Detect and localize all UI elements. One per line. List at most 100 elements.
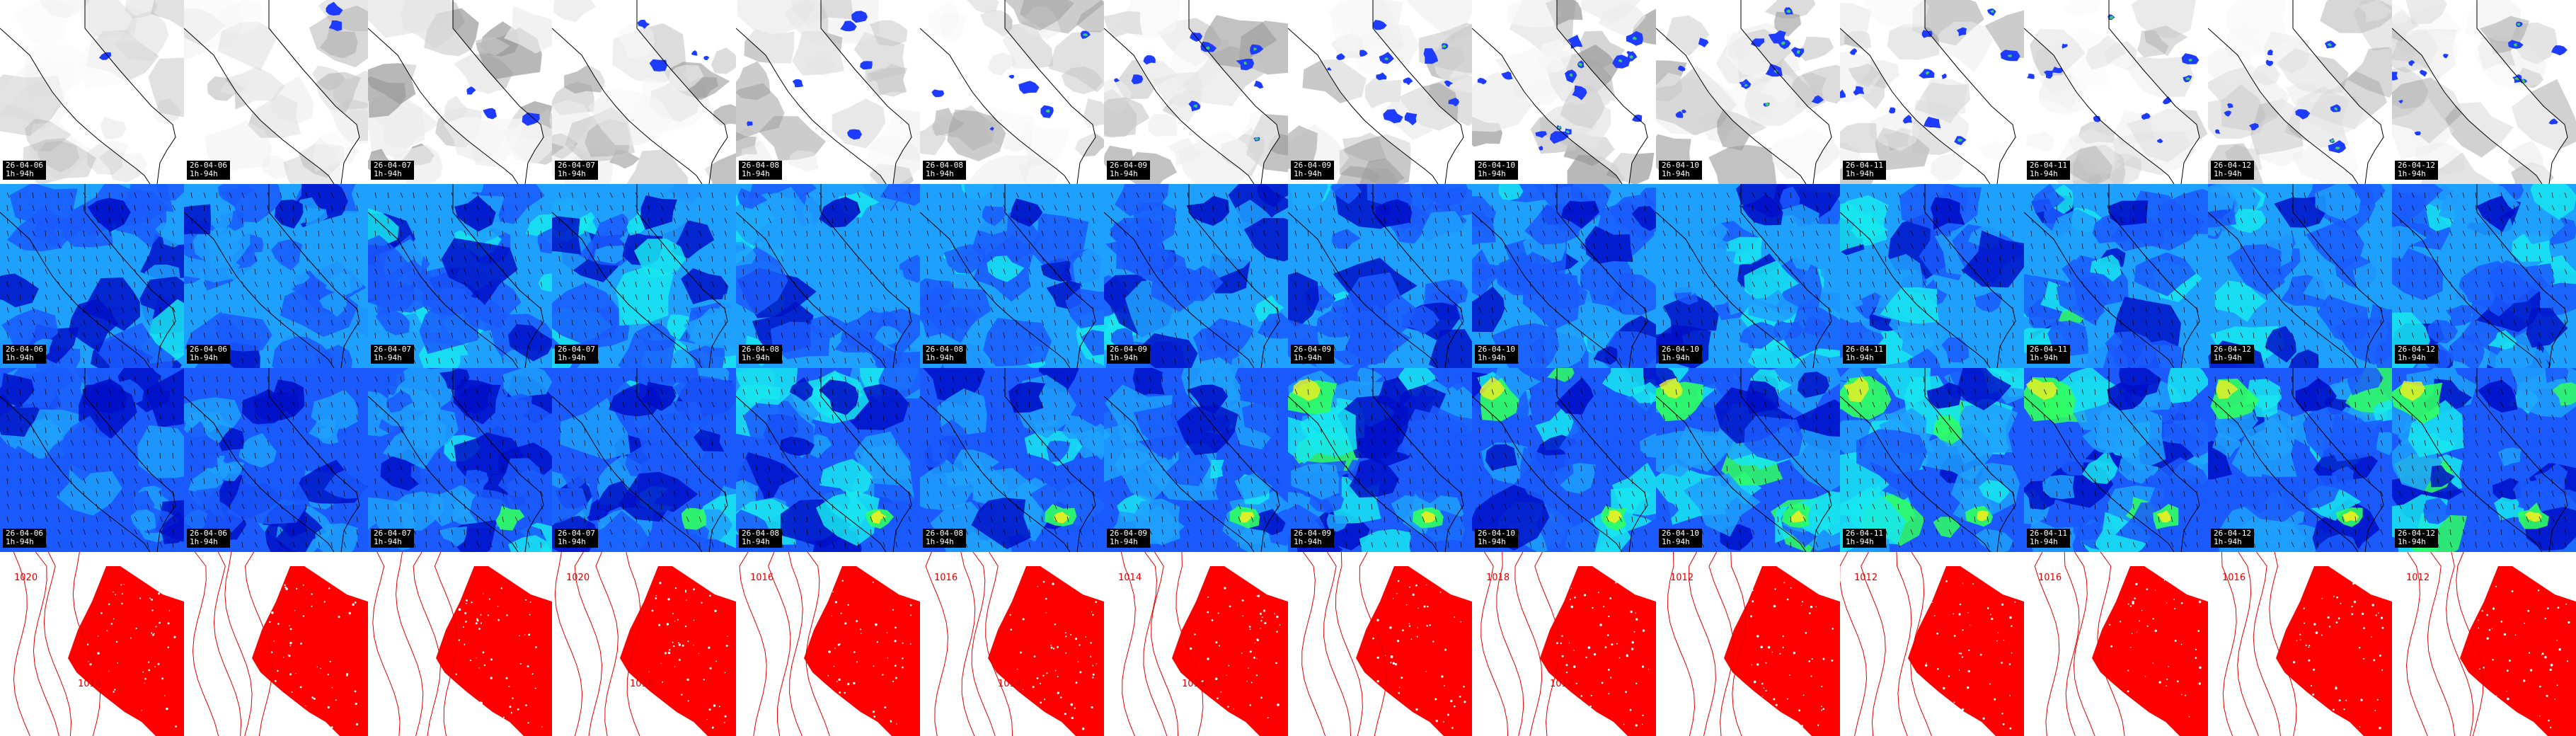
- panel-timestamp-label: 26-04-10 1h-94h: [1659, 345, 1702, 364]
- wind-10m-map-image: [1288, 368, 1472, 552]
- panel-timestamp-label: 26-04-09 1h-94h: [1291, 345, 1334, 364]
- panel-run: 1h-94h: [190, 169, 218, 178]
- wind-100m-map-panel: 26-04-08 1h-94h: [736, 184, 920, 368]
- panel-run: 1h-94h: [1294, 169, 1322, 178]
- clouds-map-image: [184, 0, 368, 184]
- isobar-label: 1018: [1486, 573, 1510, 583]
- pressure-map-image: 1020 1016: [0, 552, 184, 736]
- isobar-label: 1016: [750, 573, 774, 583]
- wind-100m-map-image: [1288, 184, 1472, 368]
- panel-timestamp-label: 26-04-06 1h-94h: [3, 529, 46, 548]
- clouds-map-panel: 26-04-08 1h-94h: [736, 0, 920, 184]
- wind-10m-map-panel: 26-04-06 1h-94h: [0, 368, 184, 552]
- pressure-map-image: 1016: [2208, 552, 2392, 736]
- panel-timestamp-label: 26-04-10 1h-94h: [1475, 161, 1518, 180]
- panel-date: 26-04-10: [1662, 529, 1699, 538]
- panel-timestamp-label: 26-04-06 1h-94h: [187, 345, 230, 364]
- wind-100m-map-image: [2024, 184, 2208, 368]
- wind-10m-map-panel: 26-04-06 1h-94h: [184, 368, 368, 552]
- panel-date: 26-04-12: [2398, 161, 2435, 170]
- wind-10m-map-image: [2208, 368, 2392, 552]
- panel-run: 1h-94h: [2398, 353, 2426, 362]
- wind-100m-map-image: [2208, 184, 2392, 368]
- panel-date: 26-04-12: [2214, 161, 2251, 170]
- panel-run: 1h-94h: [6, 353, 34, 362]
- clouds-map-panel: 26-04-06 1h-94h: [0, 0, 184, 184]
- isobar-label: 1016: [934, 573, 958, 583]
- panel-date: 26-04-07: [558, 161, 595, 170]
- panel-date: 26-04-08: [742, 529, 779, 538]
- pressure-map-image: 1014 1016: [1104, 552, 1288, 736]
- panel-date: 26-04-09: [1294, 345, 1331, 354]
- isobar-label: 1020: [14, 573, 38, 583]
- panel-timestamp-label: 26-04-07 1h-94h: [371, 161, 414, 180]
- panel-run: 1h-94h: [1110, 537, 1138, 546]
- pressure-map-panel: 1020 1016: [552, 552, 736, 736]
- wind-10m-map-panel: 26-04-09 1h-94h: [1104, 368, 1288, 552]
- panel-run: 1h-94h: [2214, 537, 2242, 546]
- isobar-label: 1016: [2038, 573, 2062, 583]
- wind-10m-map-panel: 26-04-11 1h-94h: [1840, 368, 2024, 552]
- clouds-map-image: [2392, 0, 2576, 184]
- panel-date: 26-04-06: [6, 529, 43, 538]
- panel-run: 1h-94h: [1662, 537, 1690, 546]
- panel-date: 26-04-12: [2214, 345, 2251, 354]
- panel-run: 1h-94h: [1478, 537, 1506, 546]
- clouds-map-image: [1840, 0, 2024, 184]
- panel-timestamp-label: 26-04-09 1h-94h: [1107, 161, 1150, 180]
- panel-timestamp-label: 26-04-09 1h-94h: [1107, 345, 1150, 364]
- clouds-map-panel: 26-04-07 1h-94h: [552, 0, 736, 184]
- panel-run: 1h-94h: [2398, 169, 2426, 178]
- panel-timestamp-label: 26-04-12 1h-94h: [2211, 529, 2254, 548]
- panel-date: 26-04-08: [742, 161, 779, 170]
- wind-10m-map-panel: 26-04-12 1h-94h: [2392, 368, 2576, 552]
- isobar-label: 1016: [1182, 679, 1205, 689]
- panel-run: 1h-94h: [374, 169, 402, 178]
- clouds-map-panel: 26-04-09 1h-94h: [1104, 0, 1288, 184]
- panel-date: 26-04-09: [1110, 529, 1147, 538]
- panel-run: 1h-94h: [926, 169, 954, 178]
- wind-100m-map-panel: 26-04-12 1h-94h: [2392, 184, 2576, 368]
- pressure-map-image: 1018 1012: [1472, 552, 1656, 736]
- panel-run: 1h-94h: [742, 537, 770, 546]
- panel-date: 26-04-10: [1478, 529, 1515, 538]
- wind-100m-map-image: [2392, 184, 2576, 368]
- panel-run: 1h-94h: [6, 169, 34, 178]
- isobar-label: 1020: [566, 573, 590, 583]
- clouds-map-image: [920, 0, 1104, 184]
- panel-timestamp-label: 26-04-11 1h-94h: [2027, 529, 2070, 548]
- panel-date: 26-04-10: [1662, 345, 1699, 354]
- panel-date: 26-04-08: [742, 345, 779, 354]
- panel-timestamp-label: 26-04-06 1h-94h: [187, 529, 230, 548]
- panel-run: 1h-94h: [2398, 537, 2426, 546]
- wind-100m-map-image: [1104, 184, 1288, 368]
- panel-timestamp-label: 26-04-12 1h-94h: [2395, 345, 2438, 364]
- wind-100m-map-panel: 26-04-09 1h-94h: [1288, 184, 1472, 368]
- pressure-map-panel: 1018 1012: [1472, 552, 1656, 736]
- wind-10m-map-panel: 26-04-09 1h-94h: [1288, 368, 1472, 552]
- panel-timestamp-label: 26-04-11 1h-94h: [1843, 529, 1886, 548]
- panel-run: 1h-94h: [374, 537, 402, 546]
- panel-date: 26-04-11: [2030, 345, 2067, 354]
- clouds-map-panel: 26-04-11 1h-94h: [2024, 0, 2208, 184]
- panel-timestamp-label: 26-04-11 1h-94h: [2027, 161, 2070, 180]
- clouds-map-image: [1288, 0, 1472, 184]
- clouds-map-panel: 26-04-11 1h-94h: [1840, 0, 2024, 184]
- wind-100m-map-image: [736, 184, 920, 368]
- wind-10m-map-panel: 26-04-10 1h-94h: [1472, 368, 1656, 552]
- wind-10m-map-image: [0, 368, 184, 552]
- panel-date: 26-04-07: [558, 345, 595, 354]
- panel-timestamp-label: 26-04-10 1h-94h: [1659, 161, 1702, 180]
- clouds-map-image: [2208, 0, 2392, 184]
- pressure-map-image: 1012: [1840, 552, 2024, 736]
- panel-timestamp-label: 26-04-08 1h-94h: [923, 529, 966, 548]
- panel-timestamp-label: 26-04-07 1h-94h: [555, 161, 598, 180]
- wind-100m-map-image: [368, 184, 552, 368]
- panel-date: 26-04-11: [2030, 529, 2067, 538]
- clouds-map-image: [1104, 0, 1288, 184]
- panel-date: 26-04-11: [1846, 529, 1883, 538]
- wind-10m-map-image: [1472, 368, 1656, 552]
- wind-10m-map-image: [2392, 368, 2576, 552]
- isobar-label: 1014: [998, 679, 1021, 689]
- panel-timestamp-label: 26-04-12 1h-94h: [2395, 161, 2438, 180]
